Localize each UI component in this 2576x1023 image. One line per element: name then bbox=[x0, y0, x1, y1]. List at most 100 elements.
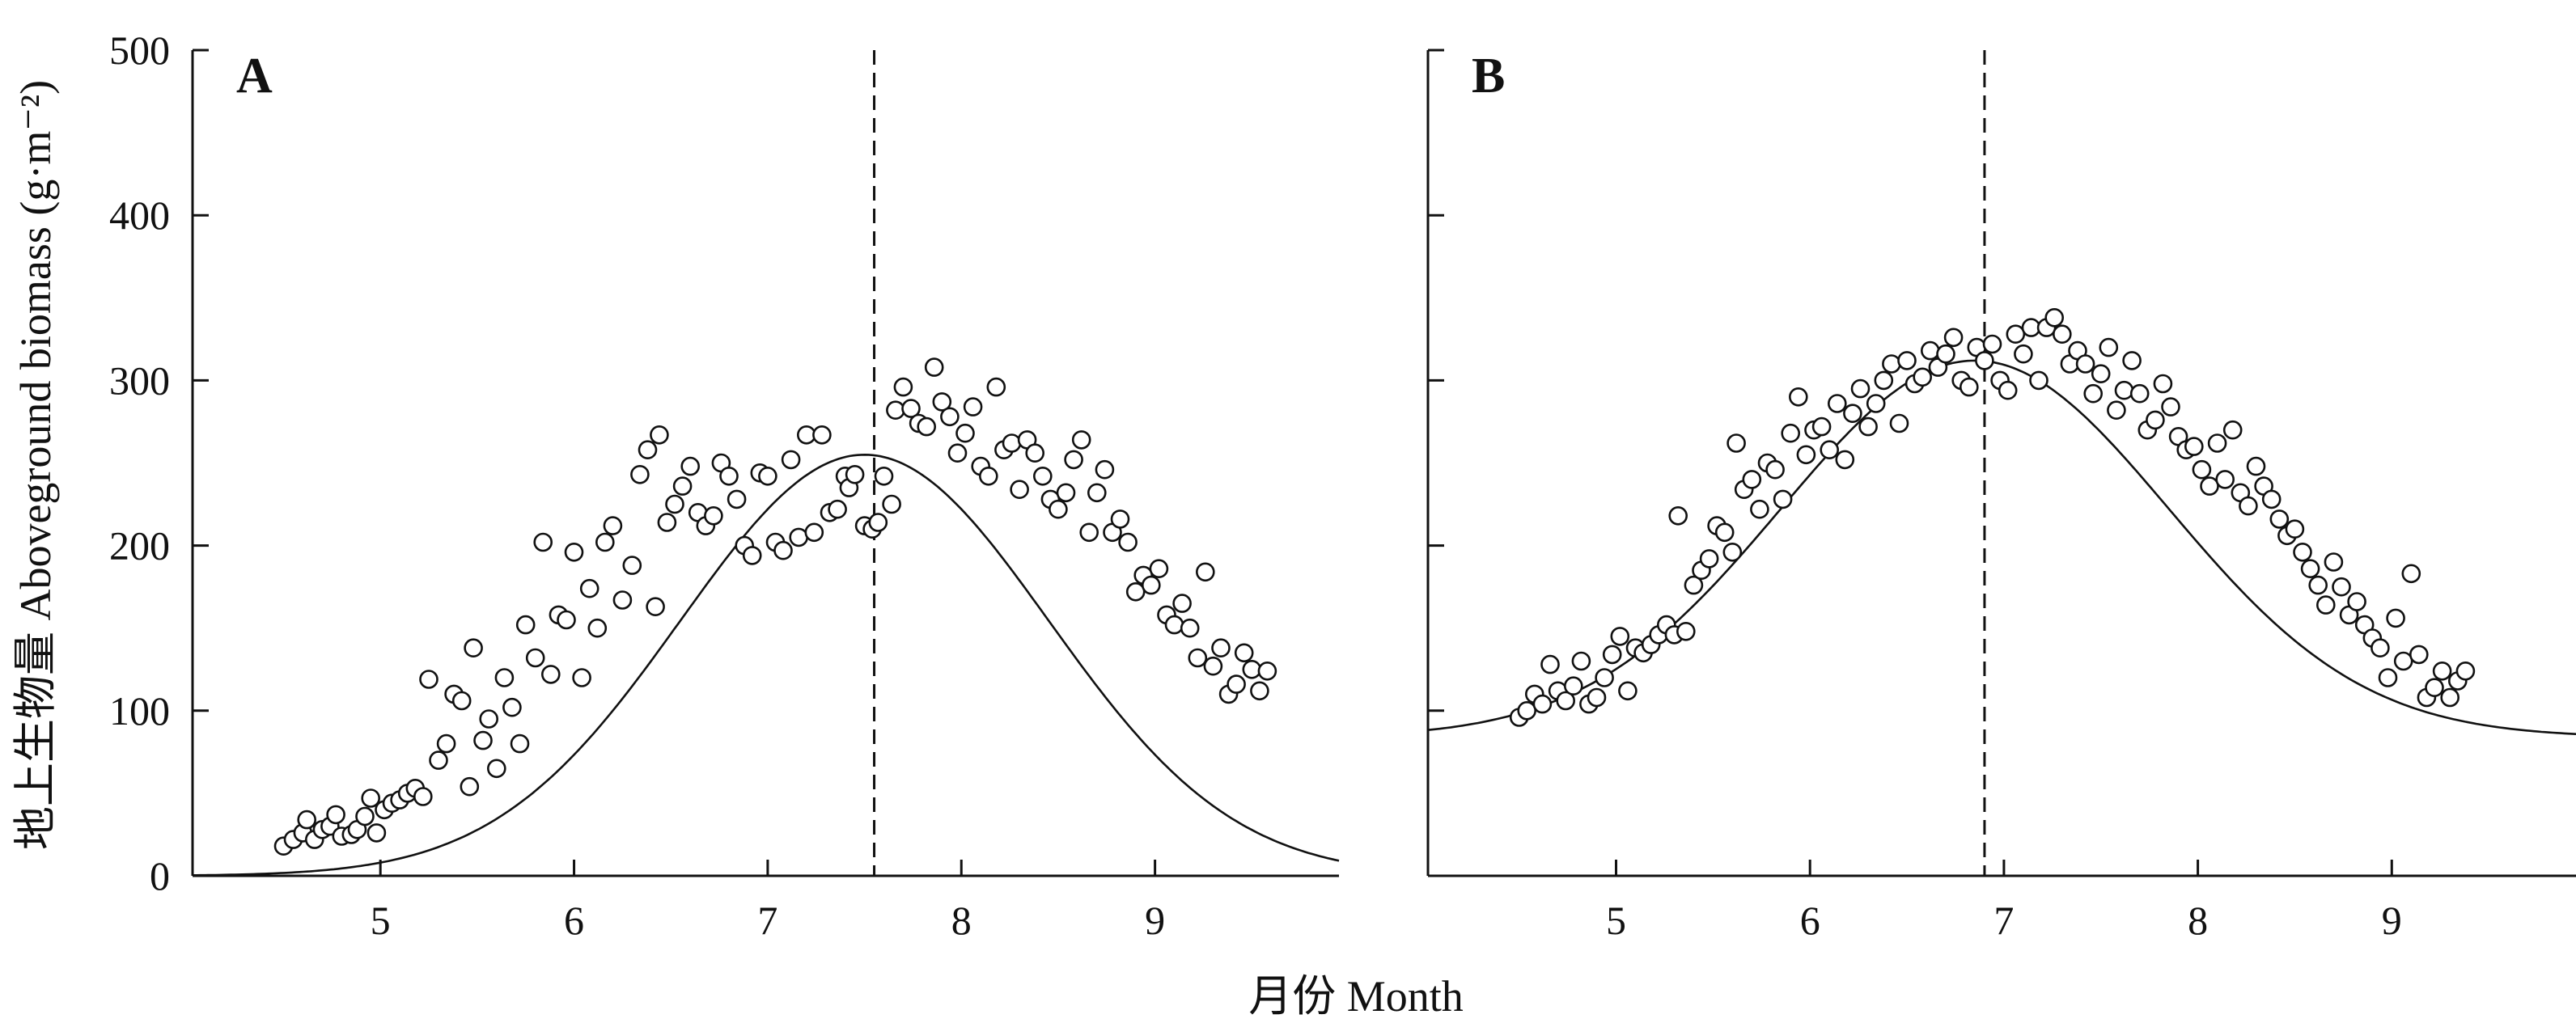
data-point bbox=[719, 466, 739, 486]
data-point bbox=[1882, 354, 1901, 374]
data-point bbox=[1571, 651, 1591, 671]
data-point bbox=[460, 776, 480, 797]
data-point bbox=[2324, 552, 2344, 572]
data-point bbox=[638, 440, 658, 460]
y-tick-label: 200 bbox=[109, 523, 170, 569]
data-point bbox=[2129, 383, 2150, 404]
data-point bbox=[1180, 618, 1200, 638]
data-point bbox=[366, 823, 387, 843]
data-point bbox=[917, 416, 936, 437]
data-point bbox=[1714, 522, 1735, 543]
x-tick-label: 5 bbox=[1606, 898, 1626, 943]
data-point bbox=[2153, 374, 2173, 394]
data-point bbox=[603, 516, 623, 535]
data-point bbox=[2161, 397, 2180, 416]
data-point bbox=[2091, 364, 2111, 384]
y-tick-label: 300 bbox=[109, 357, 170, 403]
data-point bbox=[773, 540, 793, 560]
data-point bbox=[1750, 499, 1769, 519]
data-point bbox=[2432, 661, 2452, 681]
data-point bbox=[1110, 509, 1130, 529]
data-point bbox=[1820, 440, 1839, 460]
data-point bbox=[1095, 459, 1115, 480]
data-point bbox=[1196, 562, 1215, 582]
data-point bbox=[1811, 416, 1832, 437]
data-point bbox=[804, 522, 824, 543]
data-point bbox=[502, 697, 522, 717]
data-point bbox=[868, 513, 888, 532]
data-point bbox=[1049, 499, 1068, 519]
data-point bbox=[355, 806, 375, 826]
data-point bbox=[1556, 691, 1575, 711]
data-point bbox=[1532, 694, 1553, 714]
data-point bbox=[1998, 380, 2018, 400]
data-point bbox=[2440, 687, 2459, 708]
data-point bbox=[1125, 581, 1146, 602]
data-point bbox=[297, 810, 317, 830]
data-point bbox=[2107, 400, 2126, 421]
data-point bbox=[1250, 681, 1269, 701]
fitted-curve bbox=[193, 453, 1340, 877]
data-point bbox=[874, 466, 894, 486]
data-point bbox=[1727, 433, 1746, 453]
data-point bbox=[986, 377, 1006, 397]
data-point bbox=[1943, 328, 1964, 348]
data-point bbox=[1257, 661, 1277, 681]
data-point bbox=[646, 597, 665, 617]
data-point bbox=[2239, 496, 2258, 516]
data-point bbox=[533, 532, 553, 552]
x-tick-label: 7 bbox=[1993, 898, 2014, 943]
data-point bbox=[680, 456, 701, 476]
data-point bbox=[1699, 549, 1719, 569]
data-point bbox=[979, 466, 998, 486]
panel-letter: A bbox=[236, 49, 273, 104]
data-point bbox=[2207, 433, 2227, 453]
data-point bbox=[1889, 413, 1909, 433]
data-point bbox=[828, 499, 847, 519]
data-point bbox=[2184, 437, 2204, 456]
data-point bbox=[1227, 674, 1246, 694]
data-point bbox=[2075, 354, 2095, 374]
data-point bbox=[2409, 645, 2429, 665]
x-tick-label: 9 bbox=[1145, 898, 1165, 943]
data-point bbox=[540, 665, 561, 684]
data-point bbox=[1587, 687, 1607, 708]
data-point bbox=[1010, 480, 1029, 500]
data-point bbox=[2269, 509, 2290, 529]
y-tick-label: 500 bbox=[109, 27, 170, 73]
x-tick-label: 8 bbox=[951, 898, 972, 943]
data-point bbox=[2122, 351, 2142, 370]
data-point bbox=[557, 610, 576, 630]
data-point bbox=[2371, 638, 2390, 658]
data-point bbox=[2393, 651, 2413, 671]
data-point bbox=[1874, 370, 1894, 391]
data-point bbox=[1118, 532, 1138, 552]
panel-letter: B bbox=[1472, 49, 1505, 104]
data-point bbox=[2293, 542, 2312, 562]
data-point bbox=[2425, 678, 2444, 698]
data-point bbox=[2099, 337, 2119, 357]
data-point bbox=[781, 450, 801, 470]
data-point bbox=[2215, 470, 2235, 489]
data-point bbox=[326, 805, 345, 825]
data-point bbox=[1684, 575, 1704, 595]
data-point bbox=[436, 733, 456, 754]
data-point bbox=[758, 466, 777, 486]
data-point bbox=[665, 494, 684, 514]
data-point bbox=[672, 476, 693, 496]
data-point bbox=[2285, 519, 2305, 539]
data-point bbox=[1765, 459, 1785, 480]
data-point bbox=[579, 578, 600, 598]
y-tick-label: 100 bbox=[109, 688, 170, 733]
data-point bbox=[1142, 575, 1161, 595]
data-point bbox=[932, 392, 952, 412]
data-point bbox=[2006, 324, 2026, 345]
data-point bbox=[940, 407, 960, 427]
data-point bbox=[1781, 423, 1800, 443]
data-point bbox=[742, 546, 762, 565]
data-point bbox=[1079, 522, 1099, 543]
data-point bbox=[1668, 505, 1688, 526]
y-tick-label: 0 bbox=[150, 853, 170, 898]
data-point bbox=[419, 670, 439, 689]
